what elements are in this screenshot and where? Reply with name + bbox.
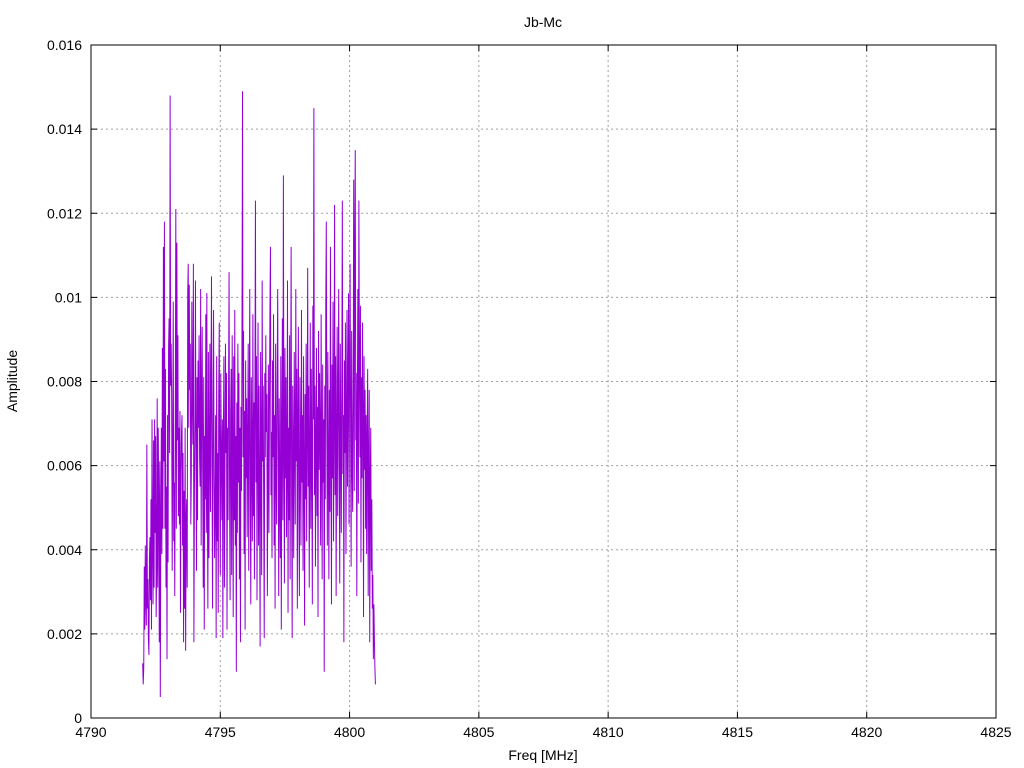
y-tick-label: 0.016: [47, 37, 82, 53]
x-axis-label: Freq [MHz]: [508, 747, 577, 763]
y-axis-ticks: 0 0.002 0.004 0.006 0.008 0.01 0.012 0.014 0.016: [47, 37, 996, 726]
chart-title: Jb-Mc: [524, 14, 562, 30]
y-tick-label: 0.006: [47, 458, 82, 474]
y-axis-label: Amplitude: [4, 350, 20, 412]
y-tick-label: 0.002: [47, 626, 82, 642]
x-tick-label: 4795: [205, 724, 236, 740]
x-tick-label: 4805: [463, 724, 494, 740]
x-tick-label: 4825: [980, 724, 1011, 740]
x-tick-label: 4810: [593, 724, 624, 740]
x-tick-label: 4790: [75, 724, 106, 740]
series-line-0: [142, 91, 376, 697]
y-tick-label: 0.008: [47, 374, 82, 390]
y-tick-label: 0.004: [47, 542, 82, 558]
x-tick-label: 4815: [722, 724, 753, 740]
x-tick-label: 4800: [334, 724, 365, 740]
x-tick-label: 4820: [851, 724, 882, 740]
series-layer: [142, 91, 376, 697]
y-tick-label: 0.012: [47, 205, 82, 221]
y-tick-label: 0.014: [47, 121, 82, 137]
x-axis-ticks: 4790 4795 4800 4805 4810 4815 4820 4825: [75, 45, 1012, 740]
y-tick-label: 0.01: [55, 289, 82, 305]
y-tick-label: 0: [74, 710, 82, 726]
